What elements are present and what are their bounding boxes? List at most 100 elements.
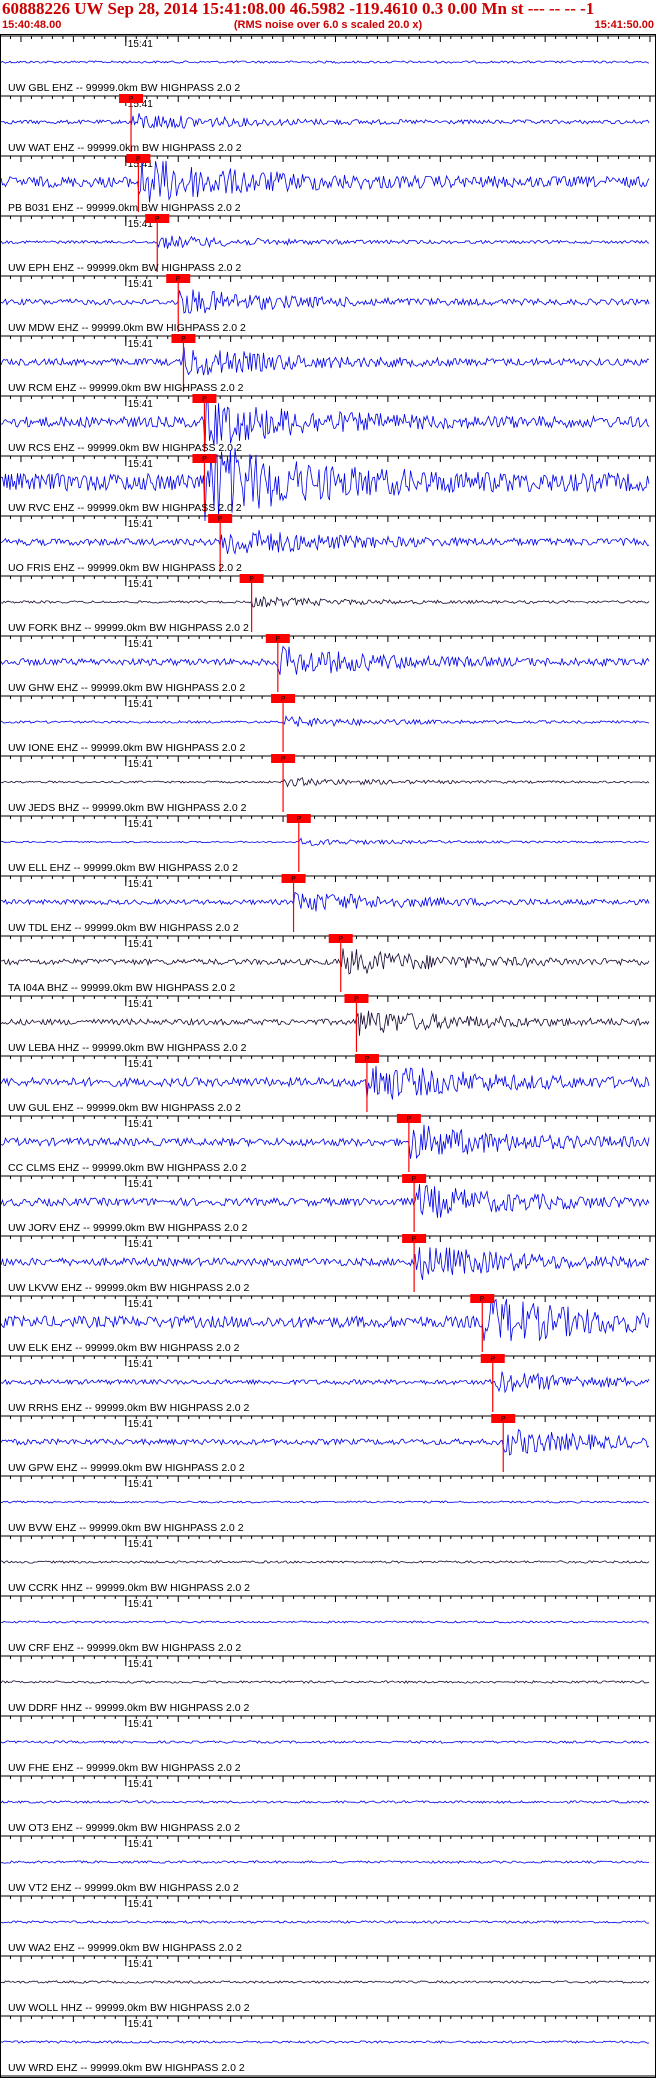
waveform-trace (0, 1980, 650, 1984)
pick-label: P (291, 876, 296, 883)
pick-label: P (296, 816, 301, 823)
minute-label: 15:41 (128, 639, 153, 650)
pick-label: P (281, 756, 286, 763)
minute-label: 15:41 (128, 819, 153, 830)
station-label: PB B031 EHZ -- 99999.0km BW HIGHPASS 2.0… (8, 202, 241, 214)
station-label: UW IONE EHZ -- 99999.0km BW HIGHPASS 2.0… (8, 742, 245, 754)
station-label: UW JEDS BHZ -- 99999.0km BW HIGHPASS 2.0… (8, 802, 247, 814)
waveform-trace (0, 1065, 650, 1100)
pick-flag (208, 514, 233, 523)
station-label: TA I04A BHZ -- 99999.0km BW HIGHPASS 2.0… (8, 982, 235, 994)
station-label: UW FORK BHZ -- 99999.0km BW HIGHPASS 2.0… (8, 622, 249, 634)
station-label: UW RRHS EHZ -- 99999.0km BW HIGHPASS 2.0… (8, 1402, 250, 1414)
pick-flag (265, 634, 290, 643)
station-label: UW ELK EHZ -- 99999.0km BW HIGHPASS 2.0 … (8, 1342, 240, 1354)
waveform-trace (0, 447, 650, 522)
waveform-trace (0, 1295, 650, 1342)
pick-flag (470, 1294, 495, 1303)
pick-label: P (480, 1296, 485, 1303)
pick-label: P (365, 1056, 370, 1063)
seismogram-plot: 15:41 UW GBL EHZ -- 99999.0km BW HIGHPASS… (0, 34, 656, 2078)
pick-label: P (249, 576, 254, 583)
minute-label: 15:41 (128, 1359, 153, 1370)
minute-label: 15:41 (128, 1299, 153, 1310)
pick-flag (396, 1114, 421, 1123)
station-label: UW CCRK HHZ -- 99999.0km BW HIGHPASS 2.0… (8, 1582, 250, 1594)
waveform-trace (0, 159, 650, 203)
minute-label: 15:41 (128, 2019, 153, 2030)
station-label: UW JORV EHZ -- 99999.0km BW HIGHPASS 2.0… (8, 1222, 248, 1234)
waveform-trace (0, 1680, 650, 1684)
minute-label: 15:41 (128, 1239, 153, 1250)
waveform-trace (0, 1740, 650, 1744)
waveform-trace (0, 1560, 650, 1564)
waveform-trace (0, 1920, 650, 1924)
station-label: UW WOLL HHZ -- 99999.0km BW HIGHPASS 2.0… (8, 2002, 250, 2014)
waveform-trace (0, 235, 650, 249)
pick-flag (145, 214, 170, 223)
pick-flag (166, 274, 191, 283)
waveform-trace (0, 347, 650, 376)
station-label: UW GHW EHZ -- 99999.0km BW HIGHPASS 2.0 … (8, 682, 245, 694)
station-label: UW BVW EHZ -- 99999.0km BW HIGHPASS 2.0 … (8, 1522, 244, 1534)
station-label: UW WAT EHZ -- 99999.0km BW HIGHPASS 2.0 … (8, 142, 242, 154)
station-label: UW RCM EHZ -- 99999.0km BW HIGHPASS 2.0 … (8, 382, 244, 394)
pick-label: P (412, 1236, 417, 1243)
waveform-trace (0, 1010, 650, 1036)
station-label: UW ELL EHZ -- 99999.0km BW HIGHPASS 2.0 … (8, 862, 238, 874)
event-title: 60888226 UW Sep 28, 2014 15:41:08.00 46.… (2, 0, 595, 18)
waveform-trace (1, 396, 650, 448)
minute-label: 15:41 (128, 1959, 153, 1970)
minute-label: 15:41 (128, 879, 153, 890)
pick-flag (119, 94, 144, 103)
pick-flag (281, 874, 306, 883)
minute-label: 15:41 (128, 759, 153, 770)
minute-label: 15:41 (128, 1119, 153, 1130)
waveform-trace (0, 289, 650, 314)
minute-label: 15:41 (128, 399, 153, 410)
waveform-trace (0, 60, 650, 64)
pick-flag (344, 994, 369, 1003)
pick-flag (354, 1054, 379, 1063)
pick-flag (171, 334, 196, 343)
minute-label: 15:41 (128, 39, 153, 50)
pick-label: P (407, 1116, 412, 1123)
waveform-trace (1, 1860, 650, 1864)
pick-flag (271, 694, 296, 703)
pick-flag (402, 1234, 427, 1243)
minute-label: 15:41 (128, 699, 153, 710)
pick-label: P (501, 1416, 506, 1423)
pick-label: P (136, 156, 141, 163)
minute-label: 15:41 (128, 519, 153, 530)
station-label: UW GPW EHZ -- 99999.0km BW HIGHPASS 2.0 … (8, 1462, 245, 1474)
plot-header: 60888226 UW Sep 28, 2014 15:41:08.00 46.… (0, 0, 656, 34)
pick-label: P (129, 96, 134, 103)
station-label: UW TDL EHZ -- 99999.0km BW HIGHPASS 2.0 … (8, 922, 239, 934)
pick-flag (491, 1414, 516, 1423)
station-label: UW DDRF HHZ -- 99999.0km BW HIGHPASS 2.0… (8, 1702, 250, 1714)
pick-label: P (338, 936, 343, 943)
scaling-subtitle: (RMS noise over 6.0 s scaled 20.0 x) (233, 19, 423, 31)
waveform-trace (0, 530, 650, 555)
station-label: CC CLMS EHZ -- 99999.0km BW HIGHPASS 2.0… (8, 1162, 247, 1174)
pick-flag (328, 934, 353, 943)
waveform-trace (0, 645, 650, 676)
station-label: UW FHE EHZ -- 99999.0km BW HIGHPASS 2.0 … (8, 1762, 241, 1774)
pick-label: P (275, 636, 280, 643)
waveform-trace (0, 1800, 650, 1804)
minute-label: 15:41 (128, 1059, 153, 1070)
waveform-trace (0, 113, 650, 130)
station-label: UW LKVW EHZ -- 99999.0km BW HIGHPASS 2.0… (8, 1282, 250, 1294)
pick-label: P (155, 216, 160, 223)
minute-label: 15:41 (128, 1479, 153, 1490)
pick-label: P (490, 1356, 495, 1363)
pick-label: P (281, 696, 286, 703)
minute-label: 15:41 (128, 1419, 153, 1430)
station-label: UW OT3 EHZ -- 99999.0km BW HIGHPASS 2.0 … (8, 1822, 240, 1834)
minute-label: 15:41 (128, 579, 153, 590)
station-label: UW RVC EHZ -- 99999.0km BW HIGHPASS 2.0 … (8, 502, 242, 514)
pick-label: P (176, 276, 181, 283)
waveform-trace (0, 1428, 650, 1456)
waveform-trace (0, 777, 650, 788)
waveform-trace (0, 1500, 650, 1504)
